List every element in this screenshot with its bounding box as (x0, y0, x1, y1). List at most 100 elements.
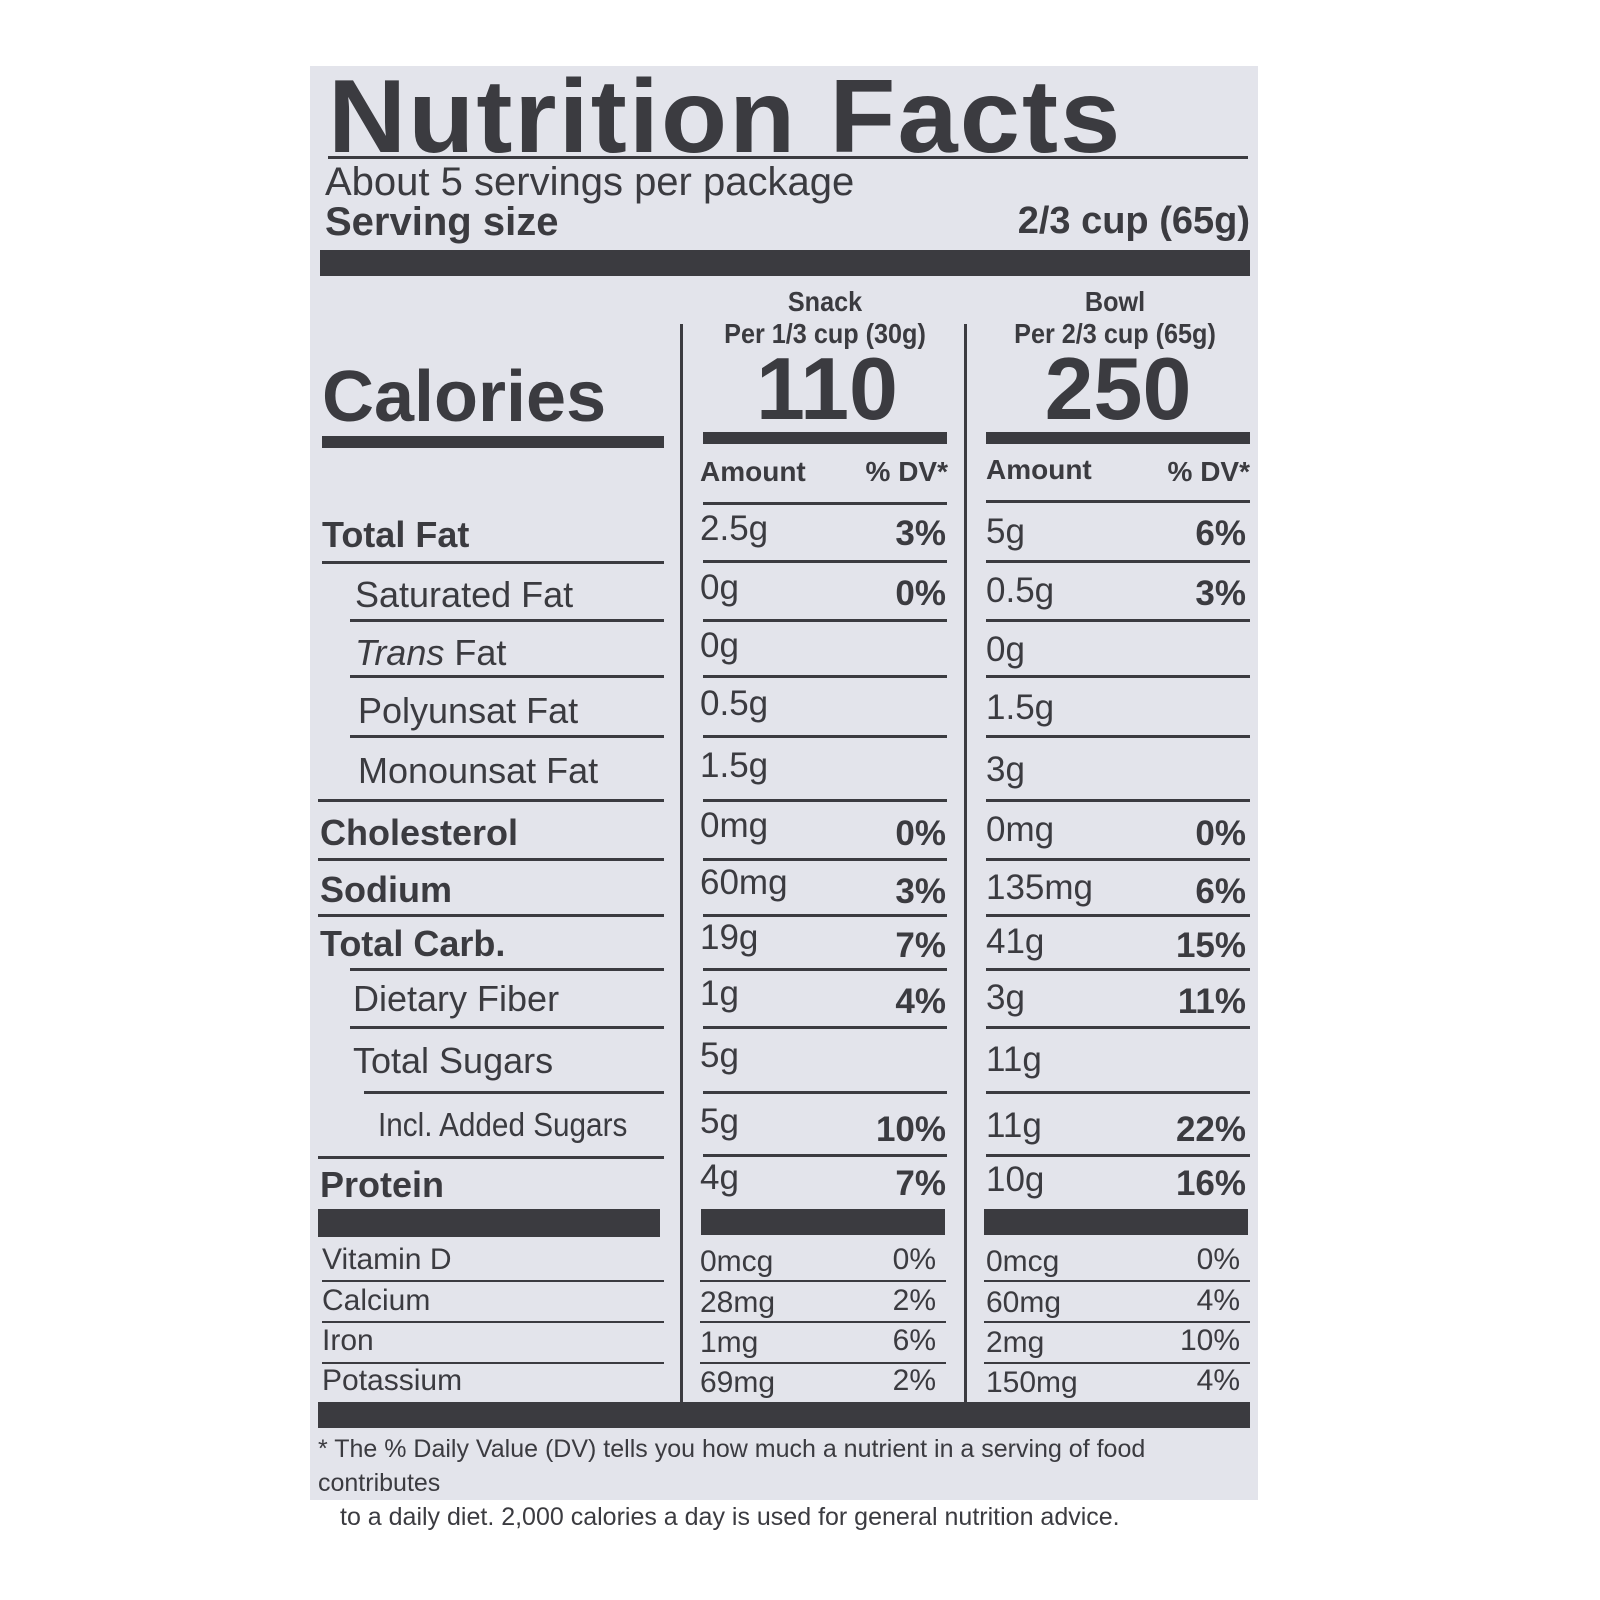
snack-amount: 4g (700, 1158, 739, 1197)
nutrient-label-saturated-fat: Saturated Fat (355, 574, 574, 615)
bowl-amount: 11g (986, 1040, 1042, 1079)
calories-divider (986, 432, 1250, 444)
vitamin-label-calcium: Calcium (322, 1284, 431, 1317)
snack-dv: 2% (892, 1284, 936, 1317)
footnote-line-1: * The % Daily Value (DV) tells you how m… (318, 1435, 1146, 1497)
divider (328, 156, 1248, 159)
vitamin-label-potassium: Potassium (322, 1364, 463, 1397)
bowl-dv: 6% (1195, 872, 1246, 911)
column-divider-snack (680, 324, 683, 1402)
bowl-amount: 5g (986, 512, 1025, 551)
vitamin-label-vitamin-d: Vitamin D (322, 1243, 452, 1276)
snack-dv: 3% (895, 872, 946, 911)
snack-dv: 3% (895, 514, 946, 553)
snack-amount: 1.5g (700, 746, 769, 785)
bowl-dv: 0% (1196, 1243, 1240, 1276)
bowl-amount: 0.5g (986, 571, 1055, 610)
snack-calories: 110 (756, 339, 898, 438)
snack-amount: 60mg (700, 863, 788, 902)
footnote-line-2: to a daily diet. 2,000 calories a day is… (340, 1503, 1120, 1531)
bowl-amount: 2mg (986, 1326, 1045, 1359)
snack-amount: 5g (700, 1102, 739, 1141)
snack-amount: 28mg (700, 1286, 776, 1319)
snack-amount: 0mg (700, 806, 769, 845)
snack-amount: 0.5g (700, 684, 769, 723)
calories-divider (322, 436, 664, 448)
bowl-dv: 4% (1196, 1364, 1240, 1397)
bowl-dv: 22% (1175, 1110, 1246, 1149)
bowl-amount: 3g (986, 750, 1025, 789)
bowl-column-serving: Per 2/3 cup (65g) (1014, 318, 1216, 349)
bowl-amount: 135mg (986, 868, 1094, 907)
thick-divider (701, 1209, 945, 1235)
bowl-dv: 0% (1195, 814, 1246, 853)
nutrient-label-monounsat-fat: Monounsat Fat (358, 750, 599, 791)
snack-dv: 0% (895, 814, 946, 853)
bowl-dv: 6% (1195, 514, 1246, 553)
bowl-column-name: Bowl (1084, 286, 1146, 317)
snack-dv: 6% (892, 1324, 936, 1357)
bowl-amount: 60mg (986, 1286, 1062, 1319)
snack-dv: 0% (895, 574, 946, 613)
bowl-dv: 11% (1177, 982, 1246, 1021)
bowl-amount: 1.5g (986, 688, 1055, 727)
snack-dv: 0% (892, 1243, 936, 1276)
nutrient-label-total-sugars: Total Sugars (353, 1040, 554, 1081)
nutrient-label-protein: Protein (320, 1164, 445, 1205)
nutrient-label-sodium: Sodium (320, 869, 452, 910)
nutrient-label-cholesterol: Cholesterol (320, 812, 519, 853)
serving-size-value: 2/3 cup (65g) (1017, 200, 1250, 242)
column-divider-bowl (964, 324, 967, 1402)
nutrition-facts-label: Nutrition Facts About 5 servings per pac… (310, 59, 1258, 1531)
bowl-dv: 4% (1196, 1284, 1240, 1317)
snack-dv: 4% (895, 982, 946, 1021)
snack-amount: 19g (700, 918, 759, 957)
bowl-dv-header: % DV* (1167, 456, 1250, 487)
nutrient-label-trans-fat: Trans Fat (355, 632, 507, 673)
snack-dv: 7% (895, 1164, 946, 1203)
bowl-amount: 0mcg (986, 1245, 1060, 1278)
bowl-amount: 11g (986, 1106, 1042, 1145)
snack-amount: 0g (700, 626, 739, 665)
calories-divider (703, 432, 947, 444)
servings-per-package: About 5 servings per package (325, 160, 855, 204)
snack-column-serving: Per 1/3 cup (30g) (724, 318, 926, 349)
bowl-amount: 0g (986, 630, 1025, 669)
snack-dv: 7% (895, 926, 946, 965)
snack-amount: 1g (700, 974, 739, 1013)
snack-dv: 2% (892, 1364, 936, 1397)
snack-dv-header: % DV* (865, 456, 948, 487)
nutrient-label-total-carb: Total Carb. (320, 923, 506, 964)
bowl-amount: 41g (986, 922, 1045, 961)
snack-amount: 0mcg (700, 1245, 774, 1278)
nutrient-label-dietary-fiber: Dietary Fiber (353, 978, 560, 1019)
bowl-amount: 10g (986, 1160, 1045, 1199)
bowl-dv: 10% (1179, 1324, 1240, 1357)
snack-amount: 1mg (700, 1326, 759, 1359)
daily-value-footnote: * The % Daily Value (DV) tells you how m… (318, 1432, 1248, 1534)
bowl-calories: 250 (1044, 339, 1192, 438)
snack-amount: 2.5g (700, 509, 769, 548)
snack-dv: 10% (875, 1110, 946, 1149)
nutrient-label-total-fat: Total Fat (322, 514, 470, 555)
bowl-amount: 0mg (986, 810, 1055, 849)
bowl-dv: 15% (1175, 926, 1246, 965)
thick-divider (320, 250, 1250, 276)
bowl-amount-header: Amount (986, 454, 1092, 485)
bowl-dv: 16% (1175, 1164, 1246, 1203)
nutrient-label-polyunsat-fat: Polyunsat Fat (358, 690, 579, 731)
thick-divider (984, 1209, 1248, 1235)
snack-amount: 69mg (700, 1366, 776, 1399)
label-title: Nutrition Facts (328, 59, 1123, 175)
bowl-dv: 3% (1195, 574, 1246, 613)
snack-column-name: Snack (787, 286, 863, 317)
serving-size-label: Serving size (325, 200, 559, 244)
vitamin-label-iron: Iron (322, 1324, 374, 1357)
thick-divider (318, 1209, 660, 1237)
divider (986, 500, 1250, 503)
snack-amount-header: Amount (700, 456, 806, 487)
snack-amount: 0g (700, 568, 739, 607)
bowl-amount: 3g (986, 978, 1025, 1017)
calories-label: Calories (322, 357, 607, 437)
snack-amount: 5g (700, 1036, 739, 1075)
